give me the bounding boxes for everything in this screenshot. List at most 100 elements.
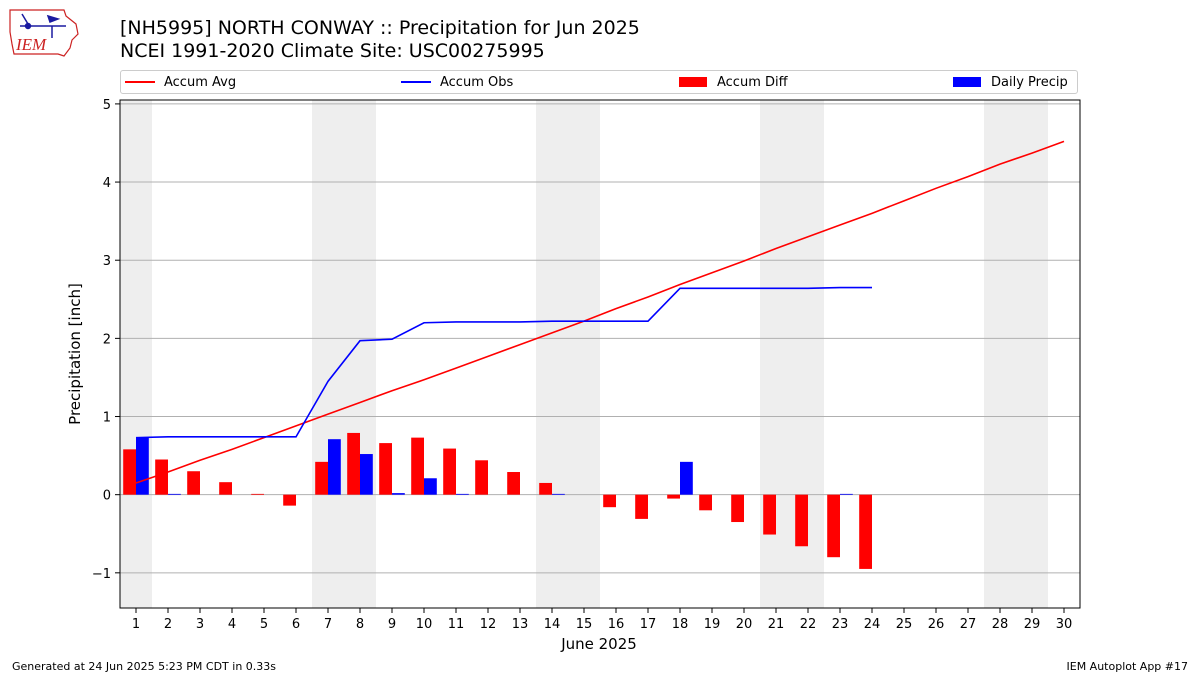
accum-diff-bar-day-22	[795, 494, 808, 547]
weather-station-icon	[20, 13, 66, 38]
legend-swatch-accum-avg	[125, 81, 155, 83]
accum-diff-bar-day-6	[283, 494, 296, 506]
legend-item-accum-diff: Accum Diff	[679, 71, 788, 93]
grid-lines	[120, 103, 1080, 574]
x-tick-label: 6	[292, 617, 300, 632]
x-tick-label: 17	[640, 617, 657, 632]
lines	[135, 140, 1065, 484]
y-tick-label: 3	[103, 254, 111, 269]
legend-label-accum-diff: Accum Diff	[717, 74, 788, 90]
x-tick-label: 12	[480, 617, 497, 632]
legend-label-daily-precip: Daily Precip	[991, 74, 1068, 90]
footer-generated: Generated at 24 Jun 2025 5:23 PM CDT in …	[12, 660, 277, 673]
daily-precip-bar-day-23	[840, 493, 853, 495]
accum-diff-bar-day-18	[667, 494, 680, 499]
x-tick-label: 21	[768, 617, 785, 632]
y-tick-label: 0	[103, 489, 111, 504]
x-tick-label: 24	[864, 617, 881, 632]
x-tick-label: 30	[1056, 617, 1073, 632]
accum-diff-bar-day-13	[507, 472, 520, 495]
accum-diff-bar-day-10	[411, 437, 424, 495]
x-axis-label: June 2025	[560, 635, 637, 653]
daily-precip-bar-day-9	[392, 493, 405, 495]
x-tick-label: 22	[800, 617, 817, 632]
accum-diff-bar-day-7	[315, 461, 328, 495]
accum-diff-bar-day-14	[539, 482, 552, 495]
daily-precip-bar-day-11	[456, 493, 469, 495]
y-tick-label: −1	[92, 567, 111, 582]
x-tick-label: 9	[388, 617, 396, 632]
weekend-shade-day-28	[984, 100, 1016, 608]
x-tick-label: 7	[324, 617, 332, 632]
daily-precip-bar-day-1	[136, 437, 149, 495]
accum-diff-bar-day-3	[187, 471, 200, 495]
x-tick-label: 11	[448, 617, 465, 632]
accum-diff-bar-day-4	[219, 482, 232, 495]
x-tick-label: 16	[608, 617, 625, 632]
x-tick-label: 27	[960, 617, 977, 632]
accum-diff-bar-day-20	[731, 494, 744, 523]
accum-diff-bar-day-16	[603, 494, 616, 508]
daily-precip-bar-day-14	[552, 493, 565, 495]
legend-swatch-accum-diff	[679, 77, 707, 87]
accum-avg-line	[135, 140, 1065, 484]
legend-swatch-accum-obs	[401, 81, 431, 83]
daily-precip-bar-day-10	[424, 478, 437, 495]
accum-diff-bar-day-21	[763, 494, 776, 535]
bars	[123, 432, 872, 569]
y-tick-label: 5	[103, 98, 111, 113]
y-tick-label: 1	[103, 411, 111, 426]
x-tick-label: 18	[672, 617, 689, 632]
x-tick-label: 26	[928, 617, 945, 632]
chart-subtitle: NCEI 1991-2020 Climate Site: USC00275995	[120, 40, 545, 62]
accum-diff-bar-day-12	[475, 460, 488, 495]
accum-obs-line	[135, 286, 872, 439]
chart-title: [NH5995] NORTH CONWAY :: Precipitation f…	[120, 17, 640, 39]
x-tick-label: 4	[228, 617, 236, 632]
x-tick-label: 13	[512, 617, 529, 632]
x-tick-label: 20	[736, 617, 753, 632]
iowa-state-outline	[9, 9, 79, 57]
weekend-shade-day-14	[536, 100, 568, 608]
x-tick-label: 23	[832, 617, 849, 632]
accum-diff-bar-day-8	[347, 432, 360, 495]
legend-item-accum-avg: Accum Avg	[125, 71, 236, 93]
legend-swatch-daily-precip	[953, 77, 981, 87]
x-tick-label: 2	[164, 617, 172, 632]
y-tick-label: 4	[103, 176, 111, 191]
daily-precip-bar-day-7	[328, 439, 341, 495]
y-tick-label: 2	[103, 332, 111, 347]
daily-precip-bar-day-8	[360, 454, 373, 495]
daily-precip-bar-day-2	[168, 493, 181, 495]
x-tick-label: 25	[896, 617, 913, 632]
plot-frame	[119, 99, 1081, 609]
iem-logo: IEM	[9, 9, 79, 57]
weekend-shade-day-1	[120, 100, 152, 608]
weekend-shading	[120, 100, 1048, 608]
legend-item-daily-precip: Daily Precip	[953, 71, 1068, 93]
accum-diff-bar-day-19	[699, 494, 712, 511]
logo-text: IEM	[15, 35, 47, 54]
x-tick-label: 29	[1024, 617, 1041, 632]
weekend-shade-day-7	[312, 100, 344, 608]
daily-precip-bar-day-18	[680, 461, 693, 495]
legend: Accum Avg Accum Obs Accum Diff Daily Pre…	[120, 70, 1078, 94]
x-tick-label: 5	[260, 617, 268, 632]
accum-diff-bar-day-11	[443, 448, 456, 495]
weekend-shade-day-15	[568, 100, 600, 608]
legend-label-accum-obs: Accum Obs	[440, 74, 514, 90]
accum-diff-bar-day-17	[635, 494, 648, 519]
legend-item-accum-obs: Accum Obs	[401, 71, 513, 93]
y-axis-label: Precipitation [inch]	[66, 283, 84, 425]
x-tick-label: 28	[992, 617, 1009, 632]
accum-diff-bar-day-9	[379, 443, 392, 495]
accum-diff-bar-day-24	[859, 494, 872, 569]
accum-diff-bar-day-23	[827, 494, 840, 558]
x-tick-label: 10	[416, 617, 433, 632]
weekend-shade-day-29	[1016, 100, 1048, 608]
legend-label-accum-avg: Accum Avg	[164, 74, 237, 90]
x-tick-label: 14	[544, 617, 561, 632]
x-tick-label: 8	[356, 617, 364, 632]
